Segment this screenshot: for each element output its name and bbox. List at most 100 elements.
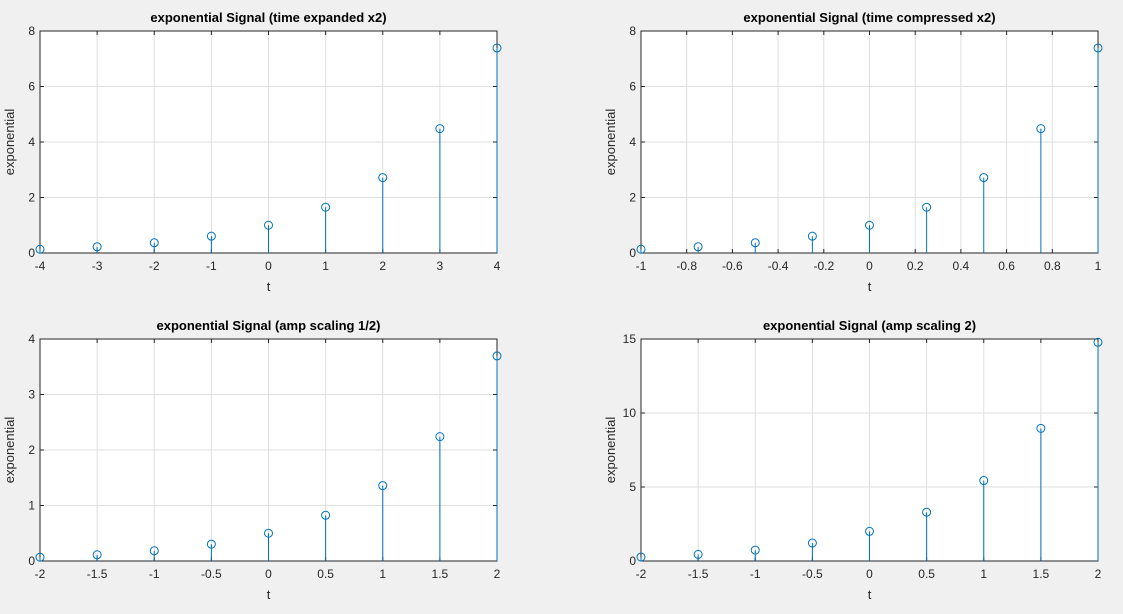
y-tick-label: 2 <box>629 191 636 205</box>
stem-marker <box>750 238 760 248</box>
stem-marker <box>149 546 159 556</box>
stem-marker <box>693 549 703 559</box>
y-tick-label: 0 <box>28 554 35 568</box>
x-tick-label: 0 <box>866 259 873 273</box>
stem-marker <box>206 231 216 241</box>
x-tick-label: -2 <box>636 567 647 581</box>
stem-marker <box>206 539 216 549</box>
y-tick-label: 2 <box>28 191 35 205</box>
plot-title: exponential Signal (time expanded x2) <box>150 10 386 25</box>
y-tick-label: 4 <box>28 135 35 149</box>
x-tick-label: 3 <box>437 259 444 273</box>
stem-marker <box>1036 124 1046 134</box>
stem-marker <box>636 552 646 562</box>
stem-marker <box>1036 423 1046 433</box>
x-tick-label: 0 <box>265 567 272 581</box>
x-tick-label: 2 <box>1095 567 1102 581</box>
stem-marker <box>1093 43 1103 53</box>
x-tick-label: 0 <box>866 567 873 581</box>
x-axis-label: t <box>267 279 271 294</box>
subplot-3: -2 -1.5 -1 -0.5 0 0.5 1 1.5 2 0 1 2 3 4 exponential Si… <box>2 318 502 602</box>
y-axis-label: exponential <box>603 109 618 176</box>
x-tick-label: 0.5 <box>317 567 334 581</box>
stem-marker <box>922 507 932 517</box>
stem-marker <box>807 538 817 548</box>
y-tick-label: 1 <box>28 499 35 513</box>
y-tick-label: 6 <box>629 80 636 94</box>
stem-marker <box>922 202 932 212</box>
x-tick-label: 2 <box>494 567 501 581</box>
stem-marker <box>35 244 45 254</box>
y-tick-label: 8 <box>629 24 636 38</box>
y-tick-label: 4 <box>28 332 35 346</box>
y-tick-label: 4 <box>629 135 636 149</box>
x-tick-label: -0.6 <box>722 259 743 273</box>
x-tick-label: 0.2 <box>907 259 924 273</box>
x-tick-label: -2 <box>35 567 46 581</box>
stem-marker <box>865 526 874 536</box>
x-tick-label: 0.8 <box>1044 259 1061 273</box>
stem-marker <box>865 220 874 230</box>
x-tick-label: -0.5 <box>802 567 823 581</box>
stem-marker <box>979 476 989 486</box>
x-tick-label: -0.2 <box>813 259 834 273</box>
x-tick-label: -4 <box>35 259 46 273</box>
x-tick-label: 1 <box>322 259 329 273</box>
x-tick-label: -1.5 <box>87 567 108 581</box>
x-axis-label: t <box>267 587 271 602</box>
x-tick-label: -1 <box>636 259 647 273</box>
x-tick-label: 0.6 <box>998 259 1015 273</box>
stem-marker <box>92 242 102 252</box>
stem-marker <box>378 481 388 491</box>
x-tick-label: 1 <box>980 567 987 581</box>
plot-title: exponential Signal (amp scaling 1/2) <box>157 318 381 333</box>
subplot-4: -2 -1.5 -1 -0.5 0 0.5 1 1.5 2 0 5 10 15 exponential S… <box>603 318 1103 602</box>
subplot-2: -1 -0.8 -0.6 -0.4 -0.2 0 0.2 0.4 0.6 0.8 1 0 2 4 6 8 exp… <box>603 10 1103 294</box>
x-tick-label: 0.5 <box>918 567 935 581</box>
stem-marker <box>807 231 817 241</box>
y-tick-label: 0 <box>629 554 636 568</box>
x-tick-label: -2 <box>149 259 160 273</box>
stem-marker <box>979 173 989 183</box>
x-tick-label: 0.4 <box>953 259 970 273</box>
y-tick-label: 15 <box>623 332 637 346</box>
x-tick-label: 1 <box>379 567 386 581</box>
stem-marker <box>435 124 445 134</box>
x-tick-label: -0.5 <box>201 567 222 581</box>
x-tick-label: 1.5 <box>1033 567 1050 581</box>
y-tick-label: 5 <box>629 480 636 494</box>
y-tick-label: 0 <box>629 246 636 260</box>
x-tick-label: -3 <box>92 259 103 273</box>
x-tick-label: -1 <box>750 567 761 581</box>
y-axis-label: exponential <box>2 109 17 176</box>
stem-marker <box>92 550 102 560</box>
stem-marker <box>750 545 760 555</box>
x-tick-label: -1 <box>206 259 217 273</box>
x-tick-label: 1.5 <box>432 567 449 581</box>
stem-marker <box>35 552 45 562</box>
y-tick-label: 6 <box>28 80 35 94</box>
y-axis-label: exponential <box>2 417 17 484</box>
plot-title: exponential Signal (time compressed x2) <box>743 10 995 25</box>
stem-marker <box>435 432 445 442</box>
stem-marker <box>492 351 502 361</box>
y-axis-label: exponential <box>603 417 618 484</box>
stem-marker <box>264 528 273 538</box>
x-tick-label: 1 <box>1095 259 1102 273</box>
y-tick-label: 3 <box>28 388 35 402</box>
stem-marker <box>693 242 703 252</box>
plot-title: exponential Signal (amp scaling 2) <box>763 318 976 333</box>
y-tick-label: 0 <box>28 246 35 260</box>
y-tick-label: 10 <box>623 406 637 420</box>
x-tick-label: -0.8 <box>676 259 697 273</box>
y-tick-label: 2 <box>28 443 35 457</box>
x-tick-label: -0.4 <box>768 259 789 273</box>
x-axis-label: t <box>868 279 872 294</box>
x-tick-label: 0 <box>265 259 272 273</box>
stem-marker <box>321 510 331 520</box>
x-tick-label: 2 <box>379 259 386 273</box>
x-tick-label: -1.5 <box>688 567 709 581</box>
stem-marker <box>264 220 273 230</box>
